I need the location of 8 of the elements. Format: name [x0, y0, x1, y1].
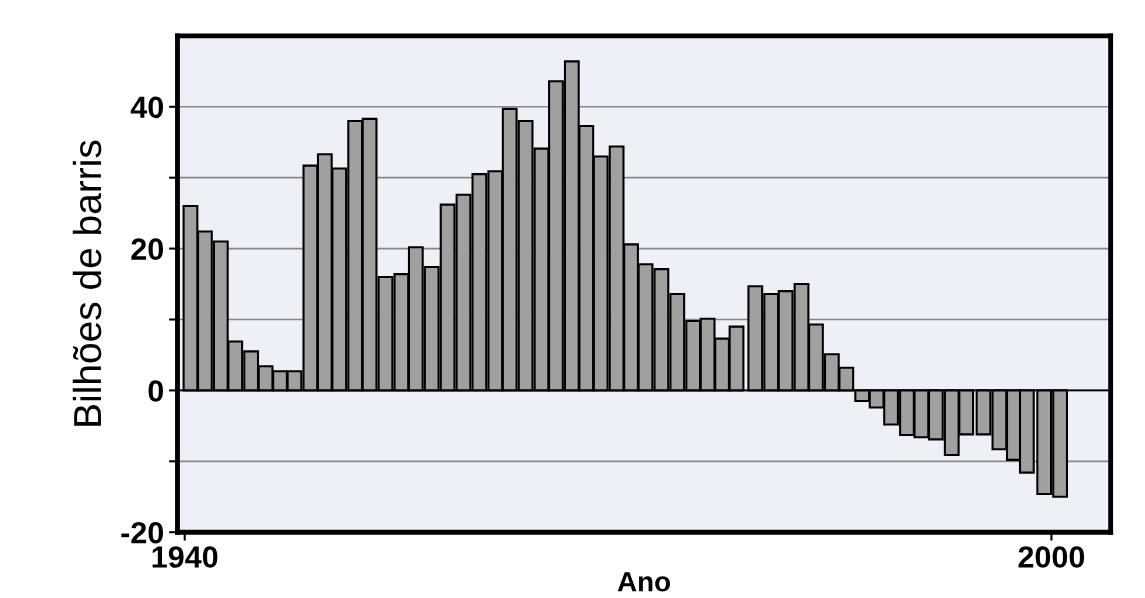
x-tick-label: 2000: [1018, 546, 1085, 568]
y-axis-title: Bilhões de barris: [72, 140, 102, 426]
y-tick-label: -20: [121, 521, 164, 544]
y-tick-label: 0: [148, 380, 164, 402]
x-axis-title: Ano: [617, 572, 670, 592]
y-tick-label: 40: [130, 96, 164, 119]
y-tick-label: 20: [131, 238, 164, 260]
x-tick-label: 1940: [152, 546, 218, 568]
